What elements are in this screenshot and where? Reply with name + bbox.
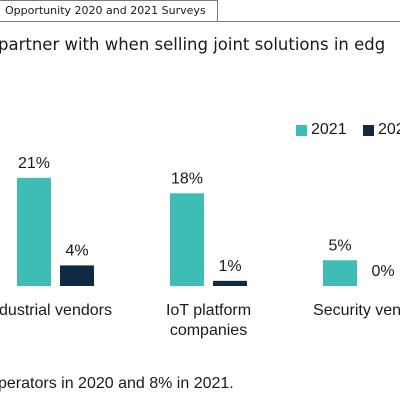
- legend-swatch-2020: [363, 124, 374, 136]
- data-label-2021-2: 5%: [328, 237, 351, 254]
- category-label-1-line-1: companies: [170, 322, 247, 339]
- data-label-2020-2: 0%: [371, 263, 394, 280]
- category-label-0: dustrial vendors: [0, 302, 112, 319]
- category-label-1-line-0: IoT platform: [166, 302, 251, 319]
- legend-item-2021: 2021: [296, 121, 347, 139]
- data-label-2021-1: 18%: [171, 170, 203, 187]
- legend-swatch-2021: [296, 124, 307, 136]
- category-label-2: Security vend: [313, 302, 400, 319]
- bar-2020-0: [60, 265, 94, 286]
- bar-2021-2: [323, 260, 357, 286]
- bar-2020-1: [213, 280, 247, 286]
- legend-item-2020: 202: [363, 121, 400, 139]
- header-divider: [0, 21, 400, 22]
- data-label-2020-0: 4%: [65, 242, 88, 259]
- footnote: perators in 2020 and 8% in 2021.: [0, 375, 234, 392]
- bar-2021-0: [17, 177, 51, 286]
- bar-2021-1: [170, 193, 204, 286]
- data-label-2020-1: 1%: [218, 258, 241, 275]
- source-tab-label: Opportunity 2020 and 2021 Surveys: [5, 4, 206, 17]
- legend-label-2021: 2021: [311, 121, 347, 138]
- legend-label-2020: 202: [378, 121, 400, 138]
- chart-subtitle: partner with when selling joint solution…: [0, 35, 386, 54]
- data-label-2021-0: 21%: [18, 155, 50, 172]
